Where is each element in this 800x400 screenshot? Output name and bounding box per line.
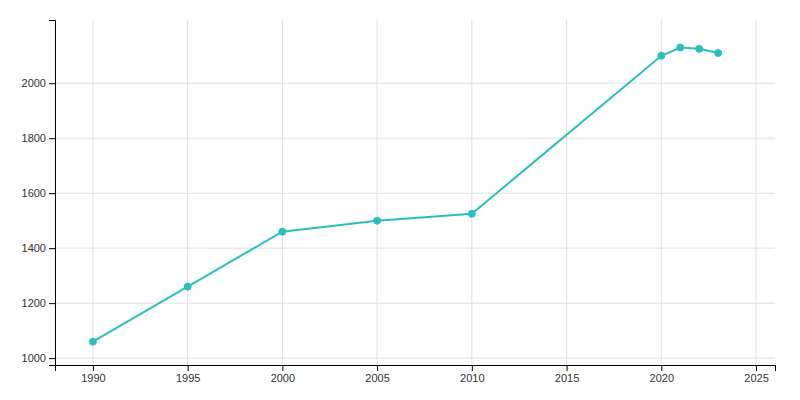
grid-line <box>661 20 662 365</box>
x-tick-label: 2000 <box>271 372 295 384</box>
x-axis: 1990 1995 2000 2005 2010 2015 2020 2025 <box>56 365 776 384</box>
y-axis-line <box>49 21 56 366</box>
x-tick-label: 2010 <box>460 372 484 384</box>
x-tick-mark <box>282 365 283 371</box>
x-tick: 2020 <box>650 365 674 384</box>
grid-line <box>55 303 775 304</box>
grid-line <box>282 20 283 365</box>
y-tick-mark <box>49 138 55 139</box>
grid-line <box>55 83 775 84</box>
point <box>279 228 286 235</box>
x-tick: 1990 <box>81 365 105 384</box>
grid-line <box>471 20 472 365</box>
point <box>696 45 703 52</box>
point <box>677 44 684 51</box>
y-tick: 1400 <box>22 242 55 254</box>
x-tick-mark <box>756 365 757 371</box>
x-tick-mark <box>93 365 94 371</box>
grid <box>55 20 775 365</box>
chart: 1990 1995 2000 2005 2010 2015 2020 2025 1000 1200… <box>0 0 800 400</box>
y-tick-label: 1600 <box>22 187 46 199</box>
point <box>658 52 665 59</box>
x-tick: 2000 <box>271 365 295 384</box>
x-axis-line <box>56 366 776 372</box>
grid-line <box>377 20 378 365</box>
grid-line <box>566 20 567 365</box>
x-tick-mark <box>661 365 662 371</box>
x-tick-label: 2025 <box>744 372 768 384</box>
x-tick: 2010 <box>460 365 484 384</box>
x-tick-label: 1995 <box>176 372 200 384</box>
grid-line <box>55 138 775 139</box>
x-tick-mark <box>567 365 568 371</box>
y-tick: 1000 <box>22 352 55 364</box>
y-axis: 1000 1200 1400 1600 1800 2000 <box>22 21 56 366</box>
grid-line <box>55 193 775 194</box>
grid-line <box>756 20 757 365</box>
x-tick-label: 2005 <box>365 372 389 384</box>
x-tick-mark <box>188 365 189 371</box>
grid-line <box>55 248 775 249</box>
y-tick-label: 1000 <box>22 352 46 364</box>
x-tick: 2025 <box>744 365 768 384</box>
x-tick-mark <box>472 365 473 371</box>
y-tick-mark <box>49 303 55 304</box>
y-tick: 1600 <box>22 187 55 199</box>
y-tick-label: 1800 <box>22 132 46 144</box>
y-tick-label: 1200 <box>22 297 46 309</box>
x-tick-label: 2015 <box>555 372 579 384</box>
point <box>468 210 475 217</box>
x-tick-label: 1990 <box>81 372 105 384</box>
point <box>184 283 191 290</box>
plot-area: 1990 1995 2000 2005 2010 2015 2020 2025 1000 1200… <box>22 20 776 384</box>
y-tick-label: 1400 <box>22 242 46 254</box>
x-tick: 2005 <box>365 365 389 384</box>
grid-line <box>55 358 775 359</box>
x-tick-label: 2020 <box>650 372 674 384</box>
y-tick: 2000 <box>22 77 55 89</box>
y-tick: 1200 <box>22 297 55 309</box>
grid-line <box>187 20 188 365</box>
point <box>374 217 381 224</box>
point <box>715 49 722 56</box>
x-tick-mark <box>377 365 378 371</box>
y-tick-mark <box>49 248 55 249</box>
y-tick-label: 2000 <box>22 77 46 89</box>
x-tick: 2015 <box>555 365 579 384</box>
y-tick-mark <box>49 358 55 359</box>
grid-line <box>92 20 93 365</box>
marks <box>89 44 721 345</box>
x-tick: 1995 <box>176 365 200 384</box>
y-tick: 1800 <box>22 132 55 144</box>
point <box>89 338 96 345</box>
line <box>93 47 718 341</box>
y-tick-mark <box>49 83 55 84</box>
y-tick-mark <box>49 193 55 194</box>
